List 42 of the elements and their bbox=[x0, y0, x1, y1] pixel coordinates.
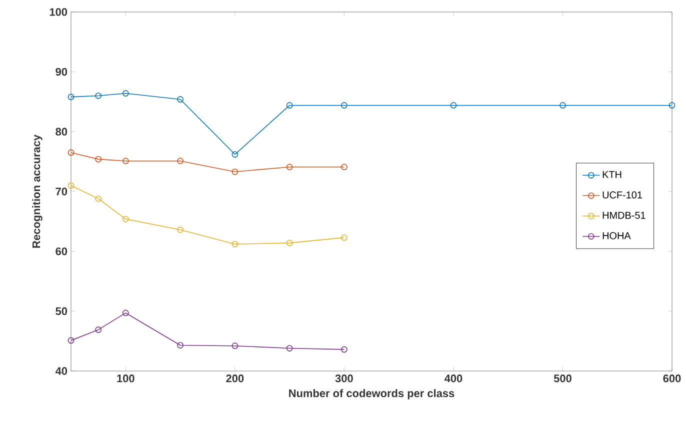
point bbox=[122, 216, 129, 222]
point bbox=[232, 151, 238, 158]
point bbox=[450, 102, 457, 109]
y-axis-title: Recognition accuracy bbox=[32, 134, 42, 248]
legend-label: UCF-101 bbox=[602, 191, 642, 198]
x-axis-title: Number of codewords per class bbox=[289, 389, 454, 400]
point bbox=[122, 90, 129, 97]
x-tick-label: 600 bbox=[663, 374, 681, 382]
point bbox=[177, 342, 184, 348]
point bbox=[286, 345, 293, 352]
point bbox=[232, 168, 238, 175]
point bbox=[177, 158, 184, 164]
point bbox=[286, 164, 293, 170]
point bbox=[95, 195, 102, 202]
x-tick-label: 300 bbox=[335, 374, 353, 382]
y-tick-label: 60 bbox=[56, 247, 68, 256]
legend-label: KTH bbox=[602, 171, 622, 178]
y-tick-label: 50 bbox=[56, 307, 68, 316]
point bbox=[95, 92, 102, 99]
point bbox=[122, 310, 129, 316]
point bbox=[95, 156, 102, 162]
point bbox=[560, 102, 566, 109]
x-tick-label: 500 bbox=[554, 374, 572, 382]
x-tick-label: 400 bbox=[444, 374, 462, 382]
legend-label: HMDB-51 bbox=[602, 212, 646, 219]
y-tick-label: 100 bbox=[50, 8, 68, 16]
point bbox=[122, 158, 129, 164]
point bbox=[232, 240, 238, 248]
point bbox=[95, 326, 102, 333]
y-tick-label: 40 bbox=[55, 367, 68, 375]
point bbox=[286, 240, 293, 246]
point bbox=[232, 342, 238, 350]
point bbox=[177, 96, 184, 103]
y-tick-label: 80 bbox=[56, 128, 68, 136]
point bbox=[286, 102, 293, 109]
y-tick-label: 70 bbox=[56, 188, 68, 196]
x-tick-label: 200 bbox=[226, 374, 244, 382]
y-tick-label: 90 bbox=[56, 68, 68, 76]
legend-label: HOHA bbox=[602, 232, 631, 240]
x-tick-label: 100 bbox=[117, 374, 134, 382]
point bbox=[177, 226, 184, 233]
point bbox=[341, 102, 348, 109]
